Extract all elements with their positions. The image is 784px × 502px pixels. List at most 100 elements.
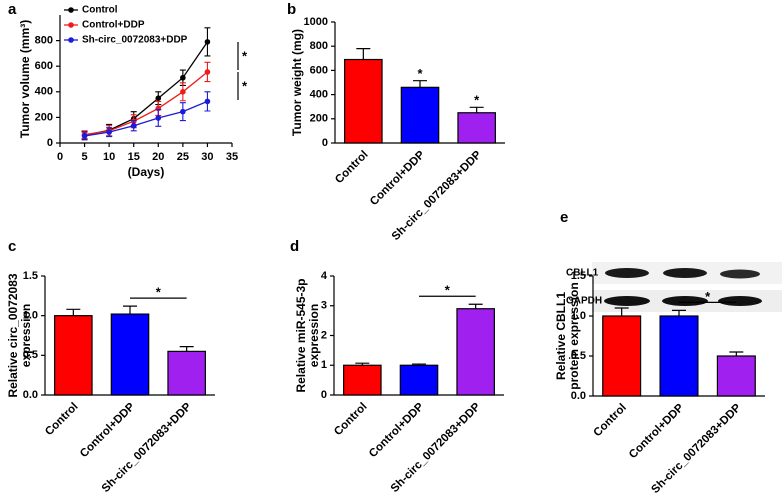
point [180,89,186,95]
x-tick-label: Control+DDP [368,149,428,209]
bar [457,112,496,144]
x-tick-label: 15 [128,151,140,163]
legend-label: Sh-circ_0072083+DDP [82,35,188,46]
band [663,268,707,278]
y-tick-label: 800 [310,40,328,52]
band [605,268,649,278]
panel-letter: d [290,238,299,255]
point [204,39,211,45]
y-tick-label: 0.5 [23,349,38,361]
y-tick-label: 0.0 [23,389,38,401]
annotation: * [156,285,162,300]
bar [399,364,439,396]
point [204,98,211,105]
x-tick-label: Control [333,149,370,186]
error-bar [729,351,744,356]
point [106,129,112,135]
bar [343,364,382,396]
legend-marker [68,37,74,43]
y-tick-label: 1.5 [571,270,586,282]
bar [344,58,383,144]
error-bar [356,48,371,60]
point [180,74,186,81]
bar [167,350,206,396]
error-bar [468,303,483,309]
x-tick-label: 35 [226,151,238,163]
y-axis-label: expression [19,304,33,367]
y-tick-label: 800 [35,35,53,47]
error-bar [469,106,484,113]
y-axis-label: Relative CBLL1 [554,292,568,380]
error-bar [413,80,427,88]
x-tick-label: 5 [82,151,88,163]
error-bar [179,346,194,352]
y-tick-label: 0 [47,137,53,149]
point [155,95,162,101]
error-bar [672,309,686,316]
band [662,296,708,306]
bar [456,308,495,396]
y-axis-label: Relative circ_0072083 [6,273,20,397]
annotation: * [474,93,480,108]
y-tick-label: 1.5 [23,270,38,282]
panel-letter: c [8,238,16,255]
y-tick-label: 3 [321,300,327,312]
blot-label: GAPDH [566,296,602,307]
series-line [84,100,208,137]
x-tick-label: Control+DDP [627,402,687,462]
error-bar [66,308,81,316]
band [720,269,760,279]
y-axis-label: Tumor weight (mg) [290,29,304,136]
point [130,122,137,129]
x-tick-label: Control [592,402,629,439]
y-tick-label: 0.5 [571,350,586,362]
bar [54,315,93,396]
y-axis-label: Relative miR-545-3p [294,278,308,392]
bar [659,315,699,397]
y-tick-label: 0 [321,389,327,401]
x-tick-label: Control+DDP [78,401,138,461]
x-axis-label: (Days) [128,165,165,179]
blot-label: CBLL1 [566,268,599,279]
annotation: * [417,66,423,81]
band [718,296,762,306]
x-tick-label: 30 [201,151,213,163]
annotation: * [242,78,248,93]
point [204,69,211,75]
x-tick-label: 0 [57,151,63,163]
y-tick-label: 200 [35,111,53,123]
x-tick-label: Control [332,401,369,438]
y-tick-label: 1 [321,359,327,371]
x-tick-label: 10 [103,151,115,163]
panel-letter: a [8,1,17,18]
legend-label: Control [82,5,118,16]
annotation: * [445,283,451,298]
band [604,296,650,306]
y-tick-label: 400 [35,86,53,98]
point [81,133,88,139]
y-tick-label: 2 [321,329,327,341]
error-bar [123,305,137,315]
y-axis-label: protein expression [567,282,581,389]
y-tick-label: 600 [35,60,53,72]
x-tick-label: 25 [177,151,189,163]
error-bar [614,307,629,316]
x-tick-label: Control [43,401,80,438]
bar [400,86,440,144]
y-tick-label: 600 [310,64,328,76]
y-tick-label: 200 [310,113,328,125]
annotation: * [705,289,711,304]
y-axis-label: Tumor volume (mm³) [18,20,32,138]
panel-letter: b [287,1,296,18]
point [155,115,162,121]
point [180,108,186,115]
x-tick-label: Control+DDP [367,401,427,461]
y-tick-label: 0 [322,137,328,149]
y-tick-label: 1.0 [23,310,38,322]
bar [110,313,150,396]
annotation: * [242,48,248,63]
x-tick-label: 20 [152,151,164,163]
y-tick-label: 1.0 [571,310,586,322]
y-tick-label: 1000 [304,16,328,28]
